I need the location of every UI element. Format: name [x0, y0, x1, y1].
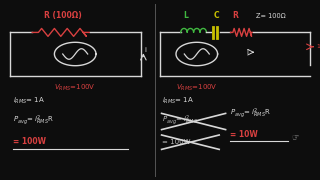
Text: $i_{RMS}$= 1A: $i_{RMS}$= 1A	[162, 96, 194, 106]
Text: 10Ω: 10Ω	[317, 44, 320, 49]
Text: L: L	[183, 11, 188, 20]
Text: ☞: ☞	[291, 133, 299, 142]
Text: = 100W: = 100W	[162, 139, 190, 145]
Text: i: i	[145, 47, 147, 53]
Text: $i_{RMS}$= 1A: $i_{RMS}$= 1A	[13, 96, 45, 106]
Text: $P_{avg}$= $i^2_{RMS}$: $P_{avg}$= $i^2_{RMS}$	[162, 113, 198, 127]
Text: R (100Ω): R (100Ω)	[44, 11, 81, 20]
Text: R: R	[232, 11, 238, 20]
Text: = 100W: = 100W	[13, 137, 46, 146]
Text: $P_{avg}$= $i^2_{RMS}$R: $P_{avg}$= $i^2_{RMS}$R	[13, 113, 54, 127]
Text: $V_{RMS}$=100V: $V_{RMS}$=100V	[54, 83, 96, 93]
Text: $P_{avg}$= $i^2_{RMS}$R: $P_{avg}$= $i^2_{RMS}$R	[230, 106, 271, 120]
Text: i: i	[246, 49, 248, 55]
Text: $V_{RMS}$=100V: $V_{RMS}$=100V	[176, 83, 218, 93]
Text: = 10W: = 10W	[230, 130, 258, 139]
Text: Z= 100Ω: Z= 100Ω	[256, 13, 286, 19]
Text: C: C	[214, 11, 220, 20]
